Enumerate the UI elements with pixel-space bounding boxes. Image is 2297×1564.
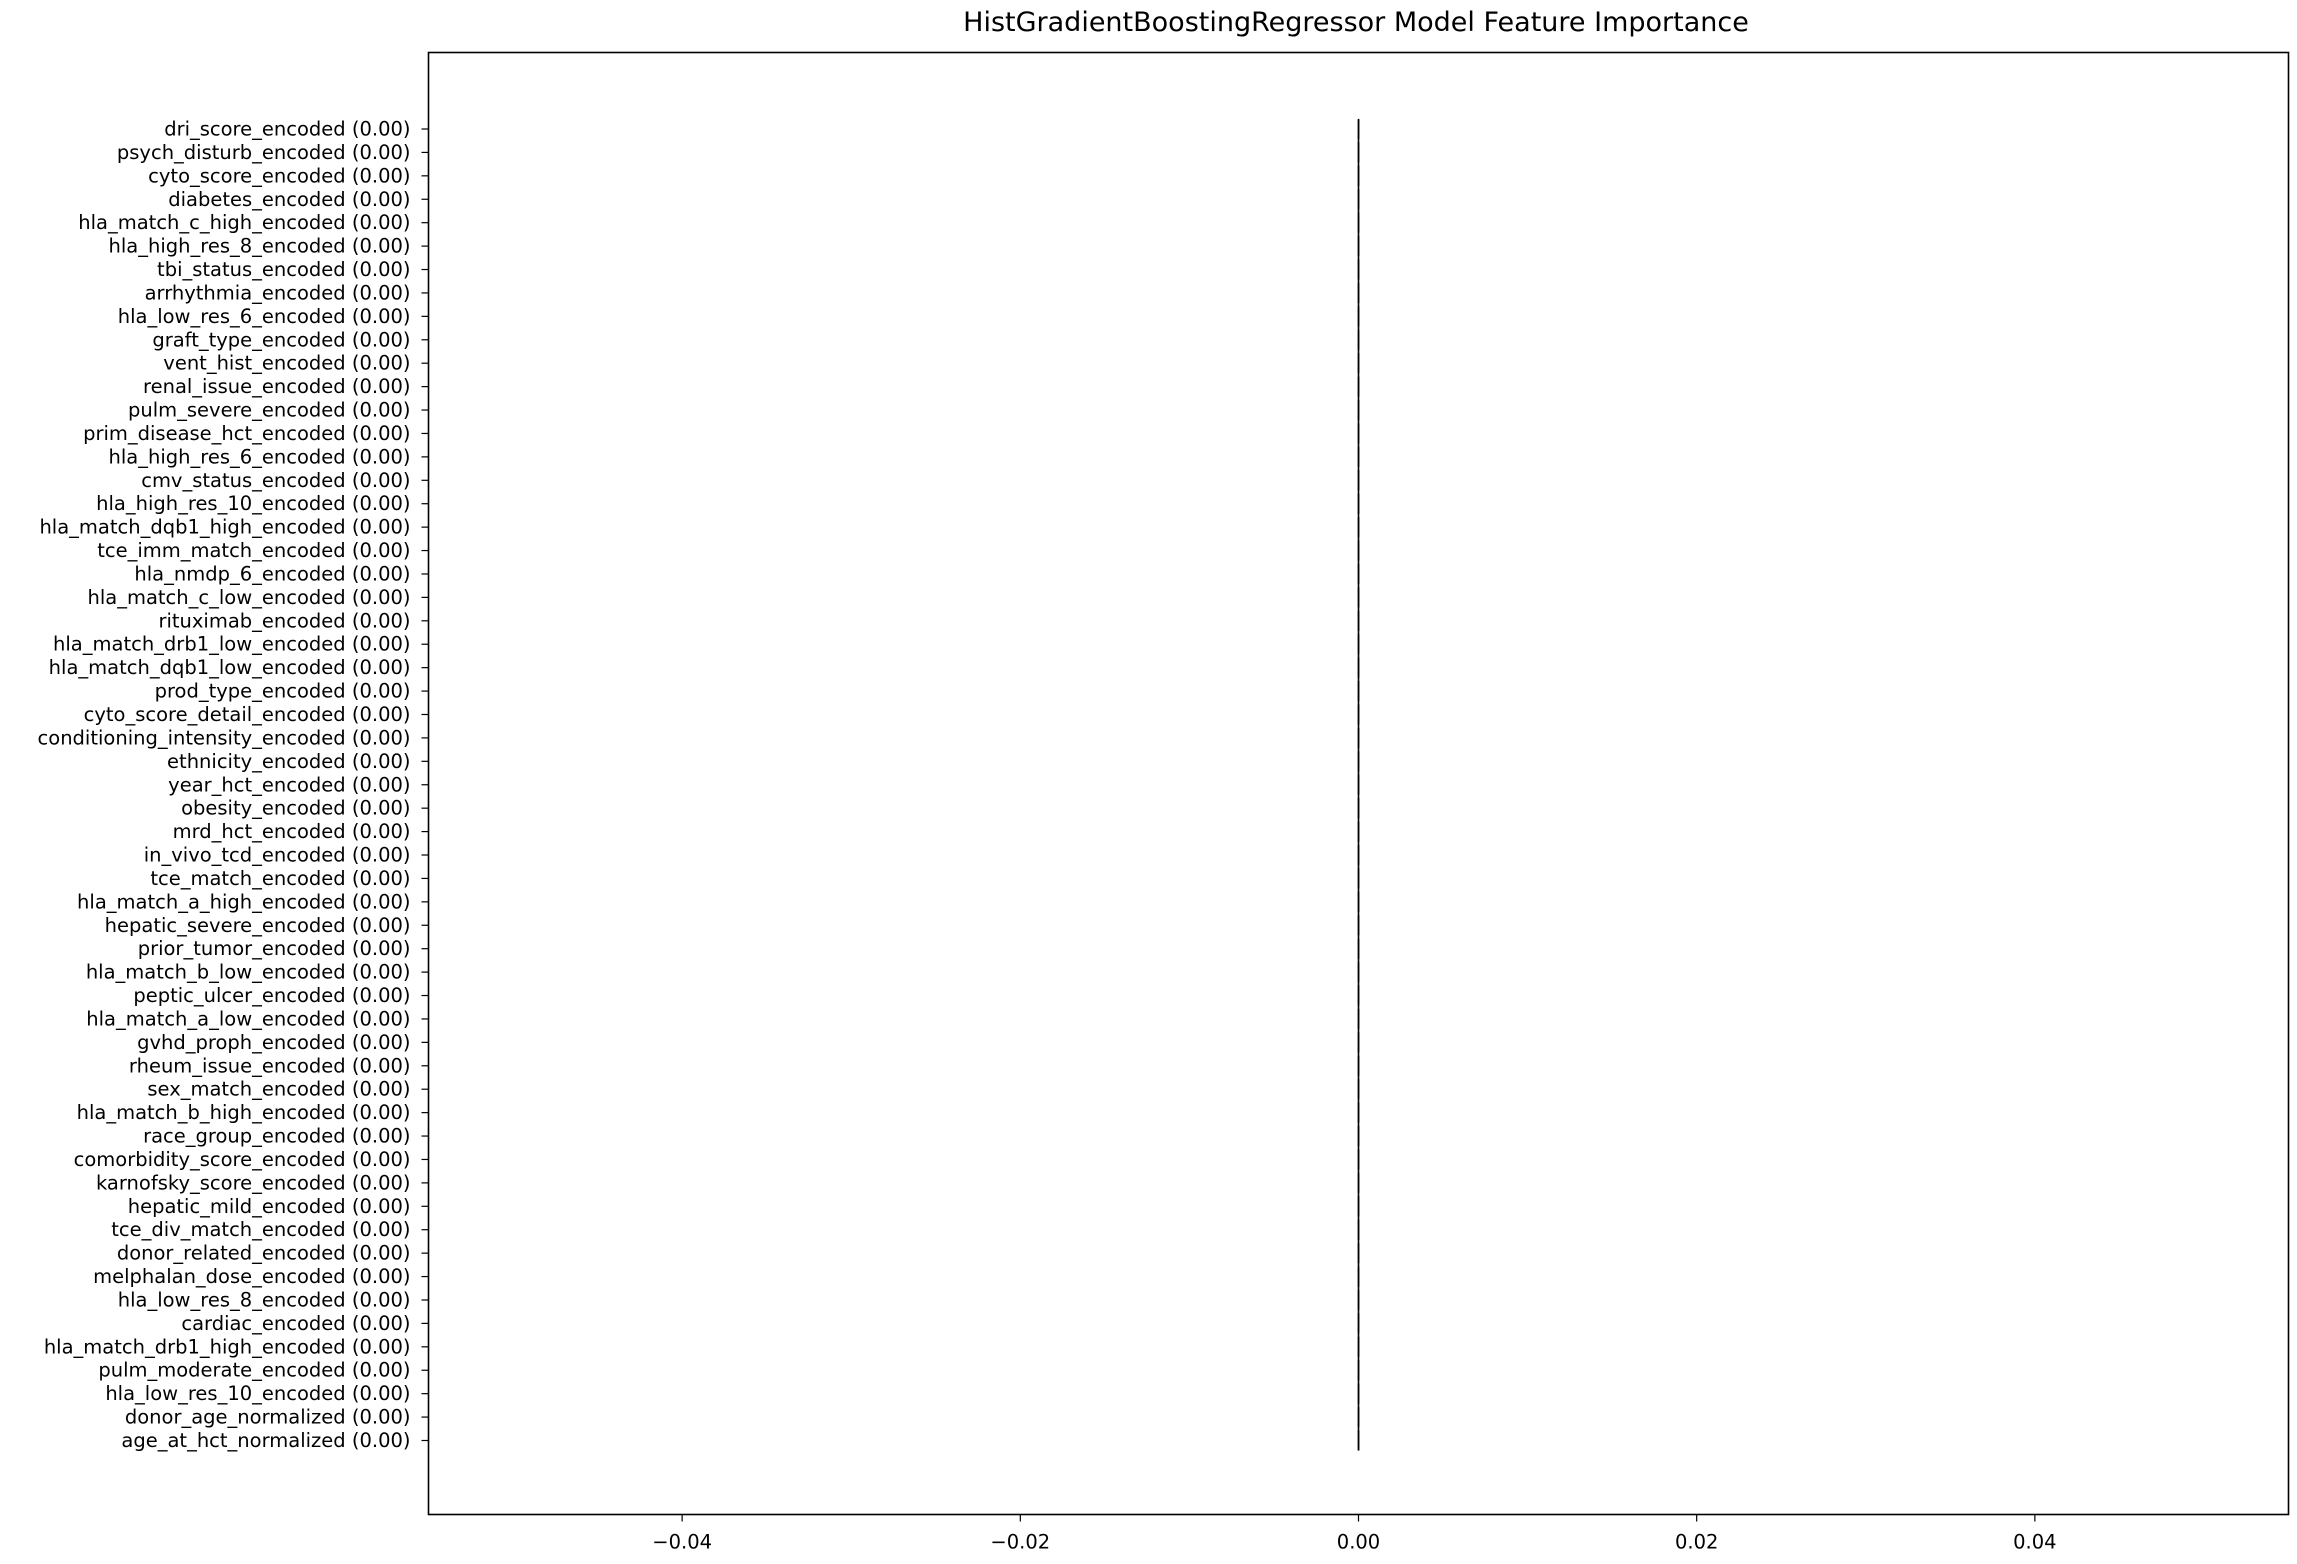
y-tick-label: pulm_moderate_encoded (0.00)	[98, 1359, 410, 1382]
x-tick-label: −0.04	[652, 1531, 712, 1554]
y-tick-label: karnofsky_score_encoded (0.00)	[96, 1171, 411, 1194]
y-tick-label: graft_type_encoded (0.00)	[152, 328, 410, 351]
y-tick-label: tce_div_match_encoded (0.00)	[111, 1218, 410, 1241]
y-tick-label: hepatic_mild_encoded (0.00)	[128, 1195, 411, 1218]
y-tick-label: hla_low_res_6_encoded (0.00)	[118, 305, 411, 328]
chart-title: HistGradientBoostingRegressor Model Feat…	[963, 7, 1749, 38]
y-tick-label: hla_match_a_low_encoded (0.00)	[86, 1007, 410, 1030]
y-tick-label: hla_match_a_high_encoded (0.00)	[77, 890, 410, 913]
y-tick-label: rituximab_encoded (0.00)	[158, 609, 410, 632]
y-tick-label: hla_match_dqb1_low_encoded (0.00)	[49, 656, 411, 679]
y-tick-label: hla_high_res_6_encoded (0.00)	[109, 445, 411, 468]
x-tick-label: −0.02	[990, 1531, 1050, 1554]
y-tick-label: cyto_score_detail_encoded (0.00)	[84, 703, 411, 726]
y-tick-label: mrd_hct_encoded (0.00)	[173, 820, 411, 843]
y-tick-label: dri_score_encoded (0.00)	[164, 118, 410, 141]
y-tick-label: peptic_ulcer_encoded (0.00)	[133, 984, 410, 1007]
y-tick-label: psych_disturb_encoded (0.00)	[117, 141, 411, 164]
y-tick-label: cardiac_encoded (0.00)	[181, 1312, 410, 1335]
y-tick-label: prior_tumor_encoded (0.00)	[138, 937, 411, 960]
y-tick-label: vent_hist_encoded (0.00)	[163, 352, 410, 375]
y-tick-label: donor_age_normalized (0.00)	[125, 1406, 411, 1429]
y-tick-label: tce_imm_match_encoded (0.00)	[97, 539, 410, 562]
y-tick-label: tbi_status_encoded (0.00)	[157, 258, 410, 281]
y-tick-label: pulm_severe_encoded (0.00)	[128, 399, 411, 422]
y-tick-label: tce_match_encoded (0.00)	[150, 867, 410, 890]
y-axis-tick-labels: dri_score_encoded (0.00)psych_disturb_en…	[38, 118, 411, 1453]
y-tick-label: hla_match_c_high_encoded (0.00)	[78, 211, 410, 234]
y-tick-label: hla_match_drb1_high_encoded (0.00)	[44, 1335, 411, 1358]
y-tick-label: hla_match_drb1_low_encoded (0.00)	[53, 633, 410, 656]
y-tick-label: hla_nmdp_6_encoded (0.00)	[134, 562, 410, 585]
y-tick-label: donor_related_encoded (0.00)	[117, 1242, 411, 1265]
y-tick-label: hla_high_res_10_encoded (0.00)	[96, 492, 410, 515]
y-tick-label: hla_match_b_low_encoded (0.00)	[86, 961, 411, 984]
x-tick-label: 0.02	[1675, 1531, 1718, 1554]
y-tick-label: obesity_encoded (0.00)	[181, 797, 410, 820]
y-tick-label: race_group_encoded (0.00)	[143, 1125, 410, 1148]
y-tick-label: age_at_hct_normalized (0.00)	[121, 1429, 410, 1452]
x-tick-label: 0.00	[1337, 1531, 1380, 1554]
y-tick-label: cyto_score_encoded (0.00)	[148, 164, 410, 187]
y-tick-label: conditioning_intensity_encoded (0.00)	[38, 726, 411, 749]
y-tick-label: arrhythmia_encoded (0.00)	[145, 281, 411, 304]
y-tick-label: ethnicity_encoded (0.00)	[167, 750, 410, 773]
x-axis-ticks: −0.04 −0.02 0.00 0.02 0.04	[652, 1514, 2057, 1554]
y-tick-label: renal_issue_encoded (0.00)	[143, 375, 411, 398]
y-tick-label: hla_high_res_8_encoded (0.00)	[109, 235, 411, 258]
y-tick-label: hla_match_c_low_encoded (0.00)	[87, 586, 410, 609]
y-tick-label: year_hct_encoded (0.00)	[168, 773, 410, 796]
y-tick-label: hla_low_res_10_encoded (0.00)	[105, 1382, 410, 1405]
x-tick-label: 0.04	[2013, 1531, 2056, 1554]
y-axis-ticks	[421, 128, 429, 1442]
y-tick-label: hla_match_b_high_encoded (0.00)	[77, 1101, 411, 1124]
y-tick-label: melphalan_dose_encoded (0.00)	[93, 1265, 410, 1288]
y-tick-label: in_vivo_tcd_encoded (0.00)	[144, 844, 411, 867]
y-tick-label: cmv_status_encoded (0.00)	[141, 469, 410, 492]
y-tick-label: diabetes_encoded (0.00)	[168, 188, 410, 211]
y-tick-label: gvhd_proph_encoded (0.00)	[137, 1031, 410, 1054]
y-tick-label: hla_match_dqb1_high_encoded (0.00)	[39, 516, 410, 539]
y-tick-label: comorbidity_score_encoded (0.00)	[74, 1148, 411, 1171]
y-tick-label: sex_match_encoded (0.00)	[147, 1078, 410, 1101]
y-tick-label: rheum_issue_encoded (0.00)	[129, 1054, 411, 1077]
y-tick-label: hepatic_severe_encoded (0.00)	[105, 914, 411, 937]
y-tick-label: prod_type_encoded (0.00)	[155, 680, 411, 703]
y-tick-label: hla_low_res_8_encoded (0.00)	[118, 1288, 411, 1311]
y-tick-label: prim_disease_hct_encoded (0.00)	[83, 422, 410, 445]
